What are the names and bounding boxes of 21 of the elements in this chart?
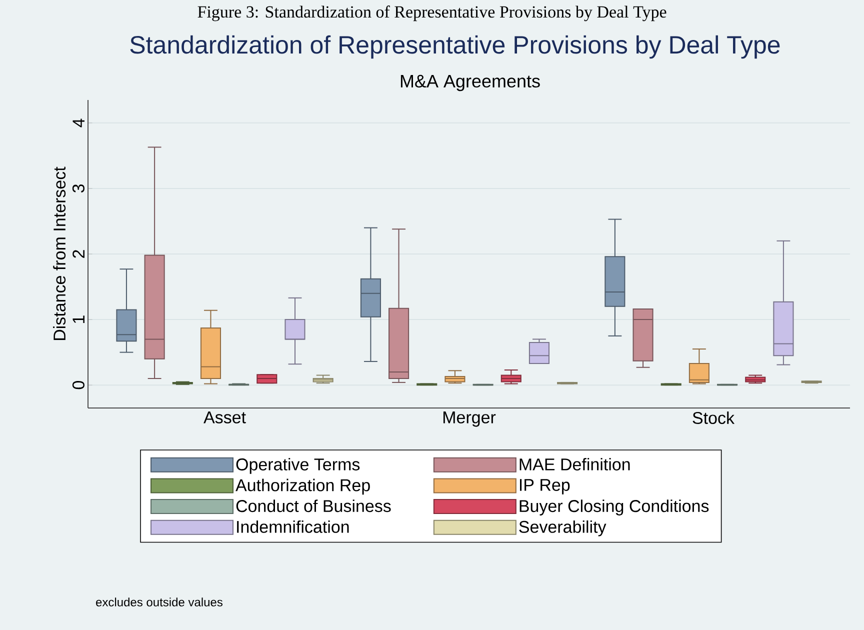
legend-label: Buyer Closing Conditions xyxy=(520,500,709,516)
chart-title: Standardization of Representative Provisions by Deal Type xyxy=(130,35,780,59)
y-tick-label: 2 xyxy=(72,250,84,258)
x-tick-label: Stock xyxy=(692,412,735,424)
legend-label: Operative Terms xyxy=(236,458,360,474)
legend-label: Conduct of Business xyxy=(236,500,391,512)
legend-label: Authorization Rep xyxy=(236,478,370,495)
y-axis-title: Distance from Intersect xyxy=(53,166,66,340)
x-tick-label: Asset xyxy=(204,412,246,424)
chart-subtitle: M&A Agreements xyxy=(400,74,540,92)
y-tick-label: 1 xyxy=(72,316,84,323)
y-tick-label: 0 xyxy=(72,380,84,390)
caption: Figure 3: Standardization of Representative Provisions by Deal Type xyxy=(198,6,666,22)
legend-label: MAE Definition xyxy=(520,458,630,470)
y-tick-label: 4 xyxy=(72,118,84,128)
x-tick-label: Merger xyxy=(443,412,496,427)
legend-label: IP Rep xyxy=(520,479,570,494)
legend-label: Indemnification xyxy=(237,520,349,533)
legend-label: Severability xyxy=(519,520,606,536)
y-tick-label: 3 xyxy=(72,184,84,193)
text: excludes outside values xyxy=(96,598,222,606)
